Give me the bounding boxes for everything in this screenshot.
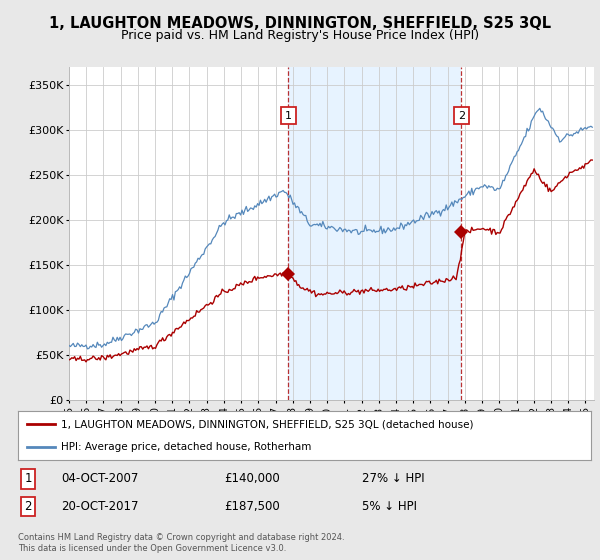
Text: 27% ↓ HPI: 27% ↓ HPI bbox=[362, 473, 424, 486]
Bar bbox=[289, 67, 461, 400]
Text: 1: 1 bbox=[25, 473, 32, 486]
Text: 20-OCT-2017: 20-OCT-2017 bbox=[61, 500, 139, 513]
Text: 1: 1 bbox=[285, 110, 292, 120]
Text: 1, LAUGHTON MEADOWS, DINNINGTON, SHEFFIELD, S25 3QL: 1, LAUGHTON MEADOWS, DINNINGTON, SHEFFIE… bbox=[49, 16, 551, 31]
Text: £140,000: £140,000 bbox=[224, 473, 280, 486]
Text: 04-OCT-2007: 04-OCT-2007 bbox=[61, 473, 139, 486]
Text: HPI: Average price, detached house, Rotherham: HPI: Average price, detached house, Roth… bbox=[61, 442, 311, 452]
Text: £187,500: £187,500 bbox=[224, 500, 280, 513]
Text: 2: 2 bbox=[25, 500, 32, 513]
Text: 2: 2 bbox=[458, 110, 465, 120]
Text: 1, LAUGHTON MEADOWS, DINNINGTON, SHEFFIELD, S25 3QL (detached house): 1, LAUGHTON MEADOWS, DINNINGTON, SHEFFIE… bbox=[61, 419, 473, 430]
Text: Price paid vs. HM Land Registry's House Price Index (HPI): Price paid vs. HM Land Registry's House … bbox=[121, 29, 479, 42]
Text: Contains HM Land Registry data © Crown copyright and database right 2024.
This d: Contains HM Land Registry data © Crown c… bbox=[18, 533, 344, 553]
Text: 5% ↓ HPI: 5% ↓ HPI bbox=[362, 500, 417, 513]
